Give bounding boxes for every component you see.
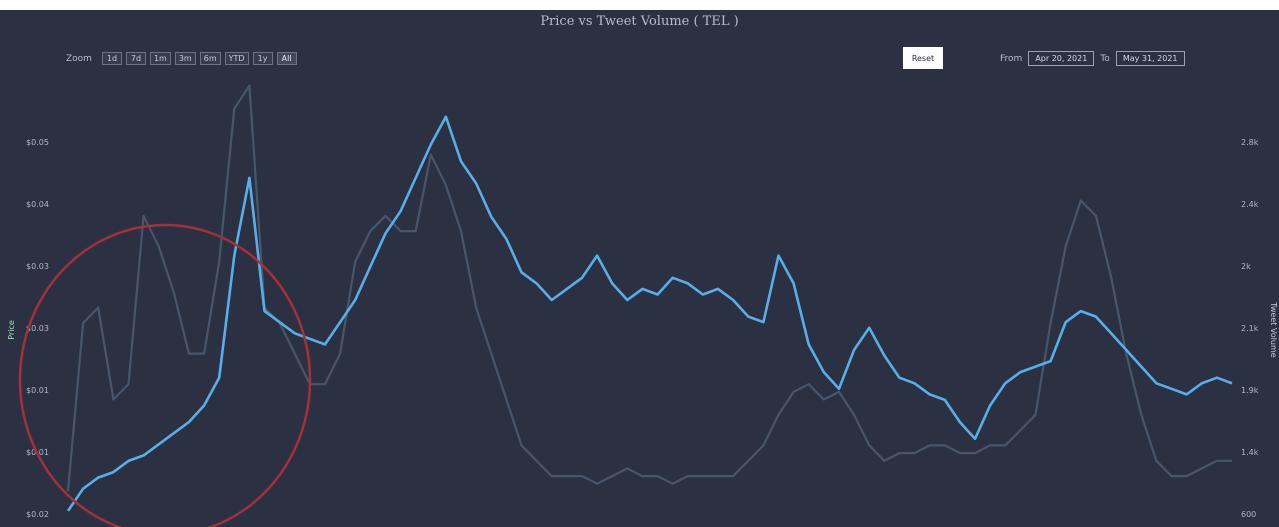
highlight-circle [18,223,312,527]
zoom-1m-button[interactable]: 1m [149,52,171,65]
y-right-tick-label: 2.8k [1241,138,1259,147]
zoom-label: Zoom [66,53,92,64]
zoom-ytd-button[interactable]: YTD [224,52,249,65]
zoom-1d-button[interactable]: 1d [101,52,122,65]
zoom-controls: Zoom 1d 7d 1m 3m 6m YTD 1y All [66,52,297,65]
y-left-tick-label: $0.05 [26,138,49,147]
to-date-input[interactable]: May 31, 2021 [1115,51,1185,66]
y-right-tick-label: 2k [1241,262,1251,271]
from-date-input[interactable]: Apr 20, 2021 [1028,51,1095,66]
to-label: To [1100,53,1110,64]
y-left-tick-label: $0.02 [26,510,49,519]
from-label: From [1000,53,1023,64]
y-left-axis-title: Price [7,320,16,340]
zoom-all-button[interactable]: All [276,52,297,65]
y-right-tick-label: 2.4k [1241,200,1259,209]
zoom-7d-button[interactable]: 7d [125,52,146,65]
chart-title: Price vs Tweet Volume ( TEL ) [540,14,739,29]
y-left-tick-label: $0.03 [26,262,49,271]
zoom-1y-button[interactable]: 1y [252,52,273,65]
y-right-tick-label: 1.9k [1241,386,1259,395]
reset-zoom-button[interactable]: Reset [903,47,943,69]
y-right-axis-title: Tweet Volume [1269,301,1278,357]
date-range: From Apr 20, 2021 To May 31, 2021 [1000,51,1185,66]
zoom-3m-button[interactable]: 3m [174,52,196,65]
y-left-tick-label: $0.04 [26,200,49,209]
zoom-6m-button[interactable]: 6m [199,52,221,65]
top-strip [0,0,1279,10]
price-line [66,115,1233,512]
y-right-tick-label: 600 [1241,510,1256,519]
y-right-tick-label: 1.4k [1241,448,1259,457]
tweet-volume-line [66,84,1232,492]
y-right-tick-label: 2.1k [1241,324,1259,333]
y-left-tick-label: $0.01 [26,386,49,395]
y-left-tick-label: $0.03 [26,324,49,333]
